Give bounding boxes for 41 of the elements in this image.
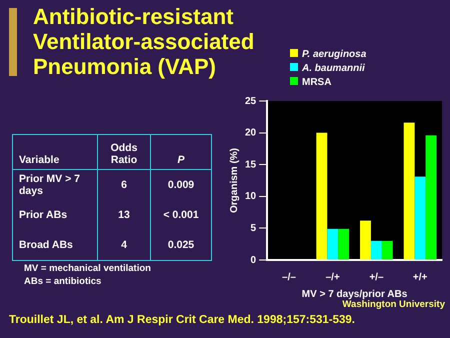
legend-label: A. baumannii: [302, 63, 365, 74]
text: 6: [98, 170, 150, 200]
text: Broad ABs: [12, 230, 98, 260]
text: 0.009: [150, 170, 212, 200]
y-tick-label: 25: [245, 96, 257, 107]
text: MV = mechanical ventilation: [24, 262, 151, 275]
text: Variable: [12, 134, 98, 170]
text: P: [150, 134, 212, 170]
x-tick-label: –/–: [282, 272, 296, 283]
text: Prior MV > 7 days: [12, 170, 98, 200]
bar: [360, 220, 371, 260]
text: 4: [98, 230, 150, 260]
bar: [404, 122, 415, 260]
bar: [414, 176, 426, 260]
text: 13: [98, 200, 150, 230]
x-tick-label: +/–: [369, 272, 384, 283]
y-tick-label: 15: [245, 159, 257, 170]
chart-title: Antibiotic-resistant Ventilator-associated Pneumonia (VAP): [33, 4, 256, 79]
text: < 0.001: [150, 200, 212, 230]
text: ABs = antibiotics: [24, 275, 102, 288]
text: Washington University: [342, 299, 445, 310]
legend-label: P. aeruginosa: [302, 49, 366, 60]
bar: [370, 240, 382, 260]
y-tick-label: 10: [245, 191, 257, 202]
y-tick-label: 20: [245, 128, 257, 139]
bar: [327, 228, 338, 260]
text: Odds Ratio: [98, 134, 150, 170]
legend-label: MRSA: [302, 77, 332, 88]
y-tick-label: 5: [250, 222, 257, 234]
x-tick-label: –/+: [326, 272, 340, 283]
bar: [382, 240, 393, 260]
text: Prior ABs: [12, 200, 98, 230]
y-tick-label: 0: [250, 254, 257, 266]
x-axis-title: MV > 7 days/prior ABs: [302, 288, 408, 300]
y-axis-title: Organism (%): [228, 148, 240, 214]
text: Trouillet JL, et al. Am J Respir Crit Care Med. 1998;157:531-539.: [9, 314, 355, 326]
bar: [426, 135, 437, 260]
x-tick-label: +/+: [412, 272, 428, 283]
text: 0.025: [150, 230, 212, 260]
bar: [316, 132, 328, 260]
bar: [338, 228, 350, 260]
